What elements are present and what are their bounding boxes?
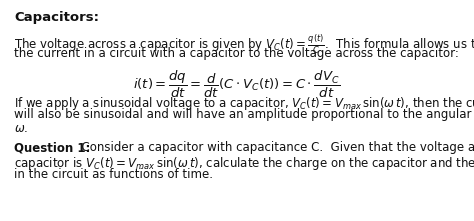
Text: in the circuit as functions of time.: in the circuit as functions of time. — [14, 168, 213, 181]
Text: capacitor is $V_C(t) = V_{max}\,\mathrm{sin}(\omega\, t)$, calculate the charge : capacitor is $V_C(t) = V_{max}\,\mathrm{… — [14, 155, 474, 172]
Text: Capacitors:: Capacitors: — [14, 11, 99, 24]
Text: Question 1:: Question 1: — [14, 141, 91, 154]
Text: If we apply a sinusoidal voltage to a capacitor, $V_C(t) = V_{max}\,\mathrm{sin}: If we apply a sinusoidal voltage to a ca… — [14, 95, 474, 112]
Text: will also be sinusoidal and will have an amplitude proportional to the angular f: will also be sinusoidal and will have an… — [14, 108, 474, 121]
Text: the current in a circuit with a capacitor to the voltage across the capacitor:: the current in a circuit with a capacito… — [14, 46, 459, 59]
Text: $\omega$.: $\omega$. — [14, 122, 28, 135]
Text: $i(t) = \dfrac{dq}{dt} = \dfrac{d}{dt}\left(C \cdot V_C(t)\right) = C \cdot \dfr: $i(t) = \dfrac{dq}{dt} = \dfrac{d}{dt}\l… — [134, 69, 340, 100]
Text: Consider a capacitor with capacitance C.  Given that the voltage across a: Consider a capacitor with capacitance C.… — [74, 141, 474, 154]
Text: The voltage across a capacitor is given by $V_C(t) = \frac{q(t)}{C}$.  This form: The voltage across a capacitor is given … — [14, 33, 474, 56]
